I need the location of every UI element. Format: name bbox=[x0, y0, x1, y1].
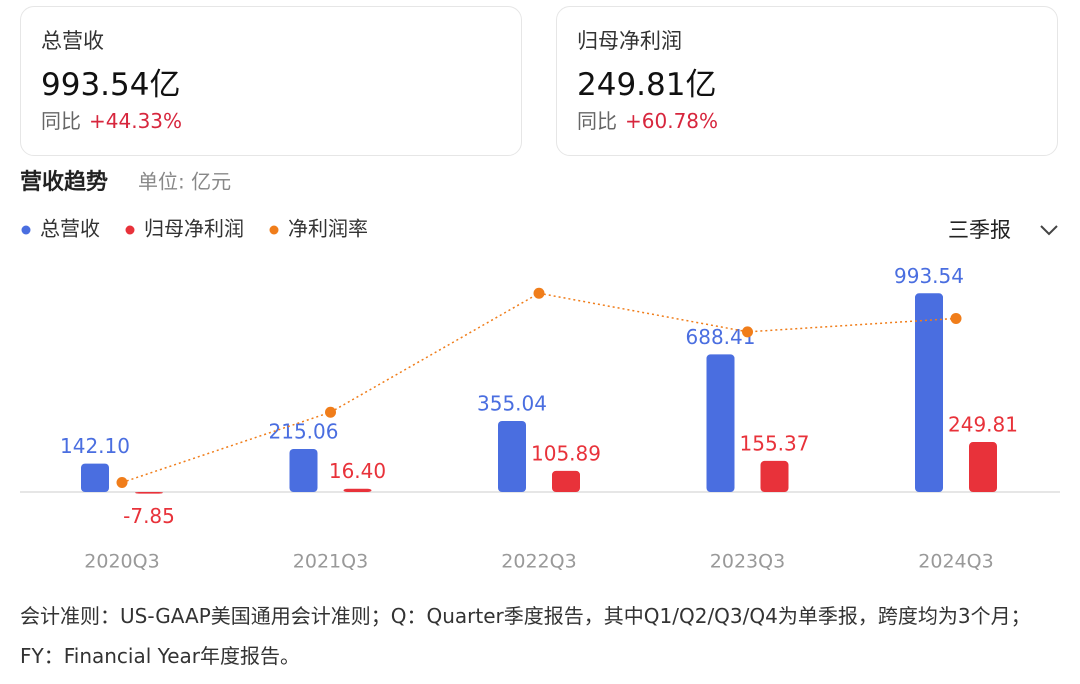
yoy-label: 同比 bbox=[41, 109, 81, 133]
x-tick-label: 2022Q3 bbox=[501, 551, 576, 573]
line-point bbox=[116, 477, 128, 489]
data-label: 249.81 bbox=[948, 413, 1018, 437]
bar bbox=[706, 354, 735, 492]
revenue-card: 总营收 993.54亿 同比 +44.33% bbox=[20, 6, 522, 156]
card-value: 249.81亿 bbox=[577, 67, 717, 103]
bar bbox=[498, 420, 526, 492]
bar bbox=[915, 293, 943, 492]
data-label: 215.06 bbox=[269, 419, 339, 443]
line-point bbox=[950, 312, 962, 324]
card-value: 993.54亿 bbox=[41, 67, 181, 103]
data-label: 155.37 bbox=[740, 431, 810, 455]
yoy-value: +44.33% bbox=[89, 109, 183, 133]
data-label: 142.10 bbox=[60, 434, 130, 458]
yoy-label: 同比 bbox=[577, 109, 617, 133]
x-tick-label: 2020Q3 bbox=[84, 551, 159, 573]
legend-marker bbox=[125, 225, 135, 235]
line-point bbox=[325, 406, 336, 418]
bar bbox=[81, 463, 109, 492]
x-tick-label: 2021Q3 bbox=[293, 551, 368, 573]
yoy-value: +60.78% bbox=[625, 109, 719, 133]
section-title: 营收趋势 bbox=[20, 169, 108, 195]
line-point bbox=[742, 326, 753, 338]
bar bbox=[135, 492, 163, 494]
bar bbox=[552, 470, 580, 492]
profit-card: 归母净利润 249.81亿 同比 +60.78% bbox=[556, 6, 1058, 156]
card-title: 归母净利润 bbox=[577, 29, 682, 53]
x-tick-label: 2024Q3 bbox=[918, 551, 993, 573]
chevron[interactable] bbox=[1040, 225, 1058, 236]
legend-label: 净利润率 bbox=[288, 217, 368, 241]
period-select[interactable]: 三季报 bbox=[948, 218, 1058, 242]
legend-marker bbox=[21, 225, 31, 235]
x-tick-label: 2023Q3 bbox=[710, 551, 785, 573]
data-label: 355.04 bbox=[477, 391, 547, 415]
data-label: 105.89 bbox=[531, 441, 601, 465]
bar bbox=[969, 442, 997, 492]
bar bbox=[760, 460, 789, 492]
data-label: 993.54 bbox=[894, 264, 964, 288]
data-label: 16.40 bbox=[329, 459, 386, 483]
bar bbox=[343, 488, 372, 492]
chart: 营收趋势 单位: 亿元 三季报 总营收 归母净利润 净利润率 2020Q3 2021Q3… bbox=[20, 169, 1060, 573]
legend-label: 总营收 bbox=[40, 217, 100, 241]
line-point bbox=[533, 287, 545, 299]
data-label: -7.85 bbox=[123, 504, 175, 528]
footnote: 会计准则：US-GAAP美国通用会计准则；Q：Quarter季度报告，其中Q1/… bbox=[20, 604, 1031, 668]
legend-marker bbox=[269, 225, 279, 235]
unit: 单位: 亿元 bbox=[138, 170, 231, 194]
period-label[interactable]: 三季报 bbox=[948, 218, 1011, 242]
bar bbox=[289, 448, 318, 492]
legend-label: 归母净利润 bbox=[144, 217, 244, 241]
card-title: 总营收 bbox=[41, 29, 104, 53]
